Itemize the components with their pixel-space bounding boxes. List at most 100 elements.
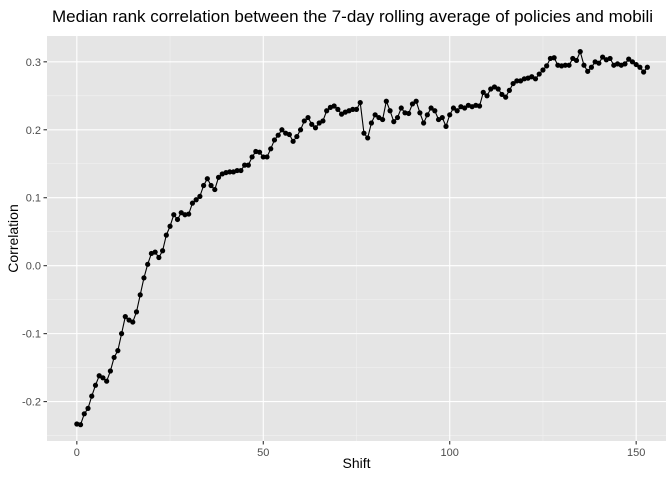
data-point [540, 67, 546, 73]
data-point [476, 103, 483, 109]
data-point [409, 101, 416, 107]
data-point [637, 64, 643, 70]
data-point [85, 405, 91, 411]
y-tick-label: 0.0 [26, 261, 41, 273]
data-point [234, 167, 240, 174]
data-point [297, 127, 304, 133]
data-point [133, 309, 140, 315]
data-point [193, 197, 199, 203]
data-point [581, 62, 587, 68]
data-point [89, 393, 95, 399]
data-point [596, 60, 602, 66]
data-point [577, 49, 583, 55]
data-point [256, 149, 263, 155]
data-point [387, 108, 393, 114]
data-point [443, 123, 449, 129]
data-point [417, 110, 423, 116]
data-point [629, 59, 636, 65]
series-points [74, 49, 650, 428]
y-tick-label: -0.2 [22, 397, 41, 409]
data-point [353, 106, 360, 112]
data-point [279, 127, 285, 133]
data-point [331, 103, 337, 109]
data-point [137, 292, 143, 298]
data-point [186, 211, 192, 217]
data-point [208, 182, 214, 189]
data-point [361, 130, 367, 136]
data-point [428, 105, 434, 111]
data-point [544, 63, 550, 69]
data-point [394, 114, 401, 121]
data-point [573, 57, 580, 64]
data-point [413, 98, 419, 104]
data-point [271, 137, 278, 143]
y-axis-title: Correlation [5, 204, 21, 272]
data-point [424, 112, 430, 118]
data-point [238, 167, 244, 174]
data-point [391, 119, 397, 125]
data-point [212, 186, 218, 193]
data-point [290, 138, 296, 144]
data-point [115, 348, 121, 354]
data-point [305, 114, 311, 121]
data-point [81, 411, 87, 417]
data-point [77, 422, 84, 428]
data-point [163, 232, 169, 238]
data-point [447, 112, 453, 118]
data-point [450, 105, 457, 111]
data-point [160, 248, 166, 254]
data-point [201, 182, 207, 189]
data-point [495, 86, 501, 92]
data-point [118, 331, 125, 337]
data-point [130, 319, 136, 325]
data-point [249, 154, 255, 160]
data-point [100, 375, 106, 381]
data-point [588, 64, 595, 70]
data-point [145, 261, 151, 267]
data-point [506, 87, 512, 93]
y-tick-label: -0.1 [22, 329, 41, 341]
y-axis: -0.2 -0.1 0.0 0.1 0.2 0.3 [22, 57, 47, 409]
data-point [368, 120, 375, 126]
x-tick-label: 0 [74, 447, 80, 459]
data-point [264, 154, 270, 160]
y-tick-label: 0.2 [26, 125, 41, 137]
data-point [566, 62, 572, 68]
data-point [156, 254, 162, 261]
data-point [383, 98, 389, 104]
data-point [432, 108, 438, 114]
data-point [536, 71, 542, 77]
data-point [633, 61, 639, 68]
data-point [242, 162, 248, 168]
data-point [372, 112, 378, 118]
data-point [320, 118, 326, 124]
data-point [510, 80, 516, 87]
minor-grid [47, 36, 666, 441]
data-point [551, 55, 557, 61]
data-point [167, 223, 173, 229]
data-point [503, 94, 509, 100]
data-point [514, 78, 520, 84]
data-point [380, 116, 386, 123]
data-point [350, 106, 356, 112]
data-point [294, 133, 300, 140]
data-point [357, 99, 363, 106]
data-point [585, 68, 591, 74]
data-point [484, 93, 490, 99]
data-point [227, 169, 233, 175]
data-point [454, 108, 460, 114]
data-point [622, 61, 628, 67]
data-point [626, 56, 632, 62]
x-tick-label: 50 [257, 447, 269, 459]
data-point [480, 89, 486, 95]
data-point [141, 275, 147, 281]
data-point [152, 249, 158, 255]
data-point [92, 382, 99, 388]
data-point [107, 368, 113, 374]
data-point [462, 105, 468, 111]
data-point [439, 114, 445, 121]
data-point [499, 91, 505, 98]
data-point [245, 162, 251, 168]
data-point [268, 146, 274, 152]
